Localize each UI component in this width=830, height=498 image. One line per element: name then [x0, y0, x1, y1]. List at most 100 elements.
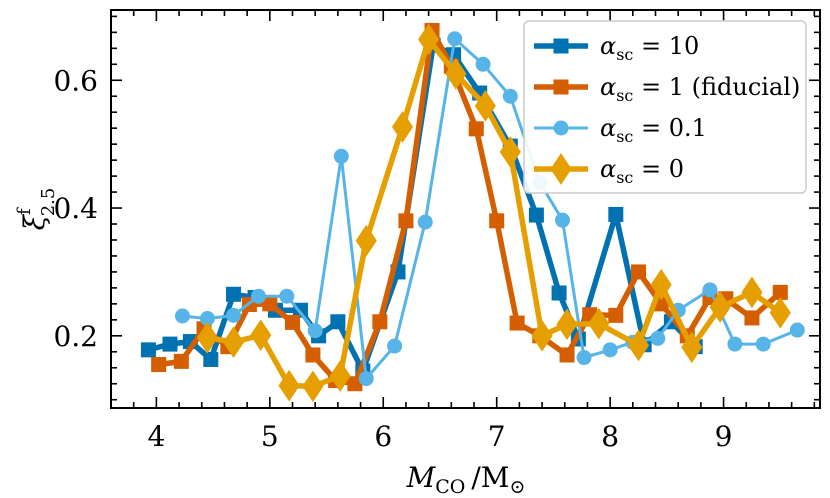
data-point — [391, 111, 414, 143]
data-point — [250, 288, 266, 304]
data-point — [528, 207, 544, 223]
data-point — [226, 307, 242, 323]
data-point — [445, 58, 467, 90]
data-point — [196, 321, 218, 354]
data-point — [329, 360, 351, 392]
legend-label: αsc = 1 (fiducial) — [600, 73, 800, 105]
data-point — [387, 338, 403, 354]
y-tick-label: 0.6 — [53, 64, 98, 97]
data-point — [307, 323, 323, 339]
data-point — [502, 88, 518, 104]
data-point — [372, 314, 388, 330]
x-tick-label: 7 — [488, 420, 506, 453]
data-point — [627, 329, 650, 362]
legend-marker — [550, 153, 572, 185]
data-point — [509, 315, 525, 331]
series-3 — [196, 23, 791, 403]
data-point — [447, 31, 463, 47]
x-tick-label: 8 — [601, 420, 619, 453]
data-point — [279, 288, 295, 304]
ticks-layer — [110, 10, 820, 408]
series-layer — [140, 22, 805, 403]
labels-layer: 4 5 6 7 8 9 0.2 0.4 0.6 MCO/M⊙ ξf 2.5 — [14, 64, 732, 498]
data-point — [417, 214, 433, 230]
legend-marker — [553, 38, 569, 54]
data-point — [755, 336, 771, 352]
data-point — [278, 369, 300, 402]
data-point — [330, 314, 346, 330]
legend-label: αsc = 10 — [600, 32, 699, 64]
data-point — [681, 331, 703, 364]
data-point — [608, 206, 624, 222]
series-line-1 — [158, 27, 783, 387]
data-point — [475, 56, 491, 72]
data-point — [650, 330, 666, 346]
x-tick-label: 4 — [147, 420, 165, 453]
legend-box — [523, 20, 807, 194]
x-axis-label: MCO/M⊙ — [406, 461, 526, 498]
data-point — [355, 224, 377, 257]
legend: αsc = 10 αsc = 1 (fiducial) αsc = 0.1 αsc =… — [523, 20, 807, 194]
data-point — [789, 322, 805, 338]
legend-entry-3: αsc = 0 — [534, 153, 684, 187]
data-point — [347, 376, 363, 392]
x-tick-label: 5 — [261, 420, 279, 453]
data-point — [489, 213, 505, 229]
legend-entry-0: αsc = 10 — [534, 32, 699, 64]
data-point — [744, 310, 760, 326]
y-tick-label: 0.2 — [53, 320, 98, 353]
legend-entry-2: αsc = 0.1 — [534, 114, 707, 146]
data-point — [222, 326, 245, 359]
legend-label: αsc = 0.1 — [600, 114, 707, 146]
data-point — [556, 308, 578, 341]
data-point — [608, 307, 624, 323]
data-point — [418, 23, 440, 56]
data-point — [576, 350, 592, 366]
x-tick-label: 6 — [374, 420, 392, 453]
data-point — [140, 342, 156, 358]
data-point — [769, 296, 791, 329]
legend-marker — [553, 120, 569, 136]
legend-label: αsc = 0 — [600, 155, 684, 187]
data-point — [741, 276, 763, 309]
data-point — [602, 342, 618, 358]
data-point — [203, 351, 219, 367]
data-point — [702, 282, 718, 298]
plot-frame — [110, 9, 821, 409]
data-point — [173, 353, 189, 369]
data-point — [226, 286, 242, 302]
data-point — [554, 212, 570, 228]
data-point — [709, 291, 731, 323]
x-tick-label: 9 — [715, 420, 733, 453]
data-point — [474, 89, 496, 122]
data-point — [305, 347, 321, 363]
data-point — [772, 284, 788, 300]
data-point — [358, 371, 374, 387]
data-point — [398, 213, 414, 229]
data-point — [250, 319, 272, 352]
legend-entry-1: αsc = 1 (fiducial) — [534, 73, 800, 105]
legend-marker — [553, 79, 569, 95]
data-point — [727, 336, 743, 352]
y-axis-label: ξf 2.5 — [14, 188, 59, 231]
data-point — [499, 135, 521, 168]
svg-text:ξf2.5: ξf 2.5 — [14, 188, 59, 231]
data-point — [551, 285, 567, 301]
data-point — [531, 319, 553, 352]
data-point — [588, 307, 610, 340]
data-point — [333, 148, 349, 164]
data-point — [174, 308, 190, 324]
data-point — [559, 347, 575, 363]
data-point — [630, 264, 646, 280]
data-point — [468, 121, 484, 137]
data-point — [302, 370, 324, 403]
data-point — [199, 311, 215, 327]
data-point — [151, 357, 167, 373]
data-point — [162, 336, 178, 352]
data-point — [285, 314, 301, 330]
series-2 — [174, 31, 805, 387]
data-point — [262, 296, 278, 312]
y-tick-label: 0.4 — [53, 192, 98, 225]
data-point — [650, 268, 672, 301]
